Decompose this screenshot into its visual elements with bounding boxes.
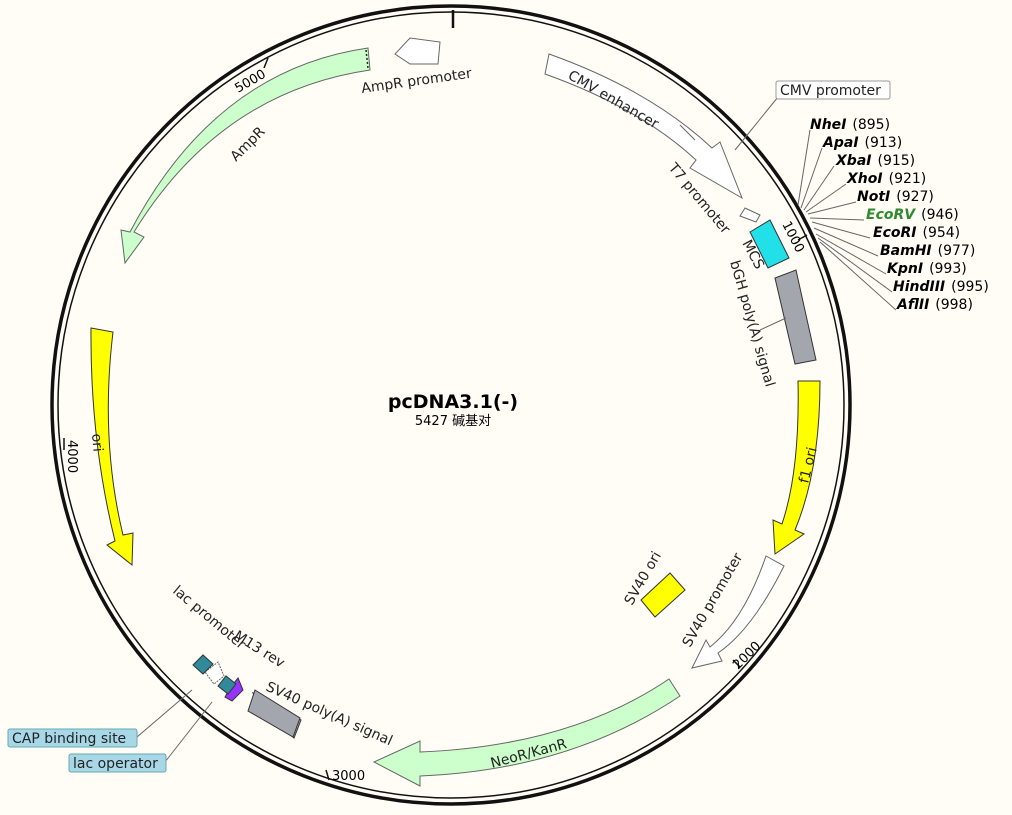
tick-4000: 4000 bbox=[63, 438, 79, 473]
svg-text:BamHI(977): BamHI (977) bbox=[880, 243, 975, 259]
svg-text:XbaI(915): XbaI (915) bbox=[835, 153, 915, 169]
svg-text:XhoI(921): XhoI (921) bbox=[846, 171, 926, 187]
restriction-site-hindiii: HindIII (995) bbox=[893, 279, 989, 295]
backbone-outer bbox=[50, 4, 852, 806]
sv40-ori-feature bbox=[640, 572, 686, 618]
lac-promoter-label: lac promoter bbox=[169, 583, 248, 653]
restriction-site-xbai: XbaI (915) bbox=[835, 153, 915, 169]
f1-ori-feature bbox=[772, 380, 821, 555]
svg-text:NotI(927): NotI (927) bbox=[857, 189, 934, 205]
cmv-enhancer-feature bbox=[544, 53, 743, 200]
ori-label: ori bbox=[88, 433, 106, 453]
bgh-polya-feature bbox=[774, 269, 817, 365]
bgh-polya-label: bGH poly(A) signal bbox=[726, 259, 777, 389]
cmv-promoter-label: CMV promoter bbox=[780, 83, 881, 99]
tick-3000: 3000 bbox=[325, 769, 365, 784]
tick-label-4000: 4000 bbox=[64, 440, 79, 473]
lac-operator-box bbox=[68, 753, 167, 773]
plasmid-length: 5427 碱基对 bbox=[415, 414, 491, 429]
lac-operator-feature bbox=[217, 675, 237, 695]
restriction-leaders bbox=[797, 129, 897, 311]
restriction-site-noti: NotI (927) bbox=[857, 189, 934, 205]
svg-text:HindIII(995): HindIII (995) bbox=[893, 279, 989, 295]
tick-label-3000: 3000 bbox=[332, 769, 365, 784]
ori-feature bbox=[90, 327, 134, 567]
lac-promoter-feature bbox=[204, 661, 225, 685]
cap-binding-site-label: CAP binding site bbox=[12, 731, 126, 747]
svg-text:ApaI(913): ApaI (913) bbox=[822, 135, 902, 151]
restriction-site-xhoi: XhoI (921) bbox=[846, 171, 926, 187]
restriction-site-aflii: AflII (998) bbox=[896, 297, 973, 313]
restriction-site-kpni: KpnI (993) bbox=[887, 261, 967, 277]
svg-text:KpnI(993): KpnI (993) bbox=[887, 261, 967, 277]
restriction-site-ecorv: EcoRV (946) bbox=[866, 207, 959, 223]
lac-operator-label: lac operator bbox=[73, 756, 158, 772]
ampr-feature bbox=[120, 47, 371, 265]
svg-text:AflII(998): AflII (998) bbox=[896, 297, 973, 313]
neor-kanr-feature bbox=[372, 678, 681, 787]
ampr-promoter-feature bbox=[394, 37, 441, 65]
restriction-site-apai: ApaI (913) bbox=[822, 135, 902, 151]
m13-rev-feature bbox=[224, 677, 244, 702]
sv40-promoter-feature bbox=[691, 555, 785, 669]
cap-binding-site-box bbox=[7, 728, 138, 748]
t7-promoter-feature bbox=[739, 207, 761, 223]
backbone-inner bbox=[57, 11, 845, 799]
ampr-label: AmpR bbox=[228, 124, 269, 165]
restriction-site-bamhi: BamHI (977) bbox=[880, 243, 975, 259]
mcs-feature bbox=[749, 219, 790, 269]
svg-text:NheI(895): NheI (895) bbox=[810, 117, 890, 133]
cap-binding-site-feature bbox=[192, 654, 214, 675]
ampr-promoter-label: AmpR promoter bbox=[360, 66, 473, 97]
svg-text:EcoRI(954): EcoRI (954) bbox=[873, 225, 960, 241]
plasmid-name: pcDNA3.1(-) bbox=[388, 391, 518, 413]
svg-text:EcoRV(946): EcoRV (946) bbox=[866, 207, 959, 223]
restriction-site-nhei: NheI (895) bbox=[810, 117, 890, 133]
restriction-site-ecori: EcoRI (954) bbox=[873, 225, 960, 241]
